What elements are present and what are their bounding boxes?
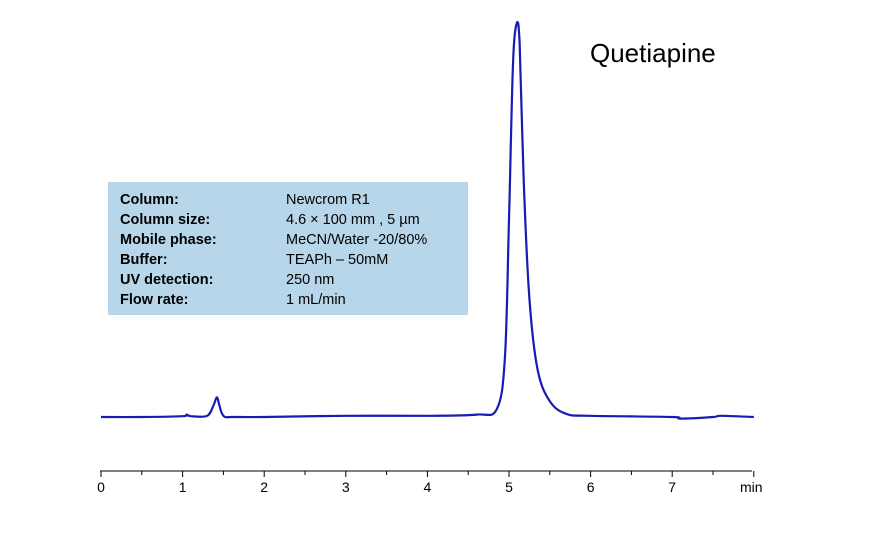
condition-label: Buffer: <box>120 252 168 268</box>
x-tick-label: 0 <box>97 479 105 495</box>
x-tick-label: 3 <box>342 479 350 495</box>
x-tick-label: 7 <box>668 479 676 495</box>
conditions-box: Column: Newcrom R1 Column size: 4.6 × 100 … <box>108 182 468 315</box>
condition-row-flow-rate: Flow rate: 1 mL/min <box>120 290 468 310</box>
condition-label: Column: <box>120 192 179 208</box>
x-tick-label: 4 <box>424 479 432 495</box>
condition-label: Column size: <box>120 212 211 228</box>
condition-value: Newcrom R1 <box>286 192 370 208</box>
condition-label: Flow rate: <box>120 292 189 308</box>
condition-value: 250 nm <box>286 272 335 288</box>
x-axis-unit-label: min <box>740 479 763 495</box>
x-tick-label: 1 <box>179 479 187 495</box>
condition-label: UV detection: <box>120 272 214 288</box>
x-tick-labels: 0 1 2 3 4 5 6 7 <box>97 479 676 495</box>
condition-row-mobile-phase: Mobile phase: MeCN/Water -20/80% <box>120 230 468 250</box>
condition-row-buffer: Buffer: TEAPh – 50mM <box>120 250 468 270</box>
condition-value: TEAPh – 50mM <box>286 252 389 268</box>
condition-row-column: Column: Newcrom R1 <box>120 190 468 210</box>
x-tick-label: 5 <box>505 479 513 495</box>
x-tick-label: 2 <box>260 479 268 495</box>
condition-label: Mobile phase: <box>120 232 217 248</box>
condition-value: 1 mL/min <box>286 292 346 308</box>
x-axis <box>100 470 755 477</box>
condition-row-uv-detection: UV detection: 250 nm <box>120 270 468 290</box>
condition-value: 4.6 × 100 mm , 5 µm <box>286 212 420 228</box>
chromatogram-trace <box>100 20 754 420</box>
compound-title: Quetiapine <box>590 38 716 68</box>
x-tick-label: 6 <box>587 479 595 495</box>
condition-row-column-size: Column size: 4.6 × 100 mm , 5 µm <box>120 210 468 230</box>
condition-value: MeCN/Water -20/80% <box>286 232 428 248</box>
